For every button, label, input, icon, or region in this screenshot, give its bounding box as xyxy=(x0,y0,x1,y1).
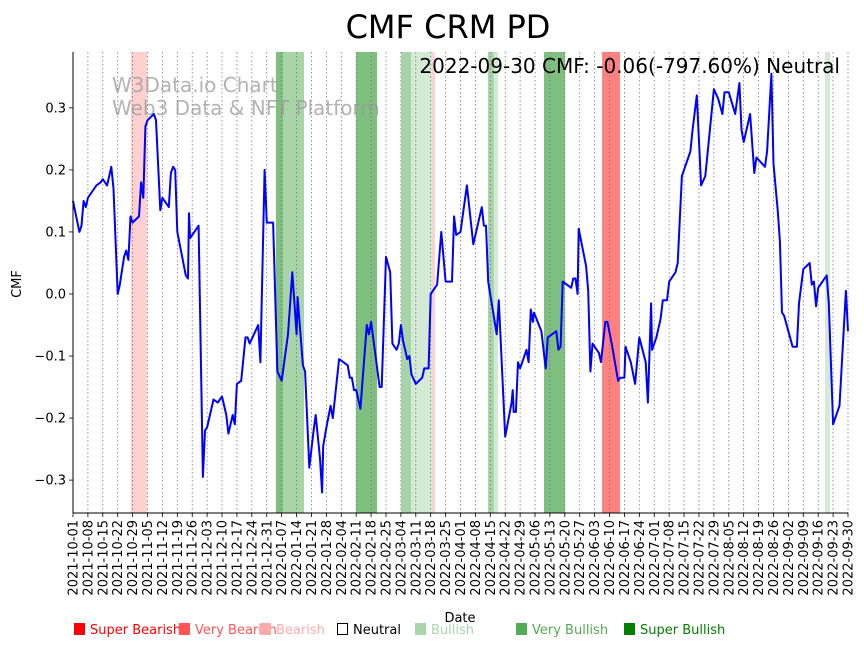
x-tick-label: 2022-09-02 xyxy=(782,520,797,596)
y-tick-label: 0.2 xyxy=(45,163,66,178)
y-tick-label: −0.2 xyxy=(34,412,66,427)
annotation-text: 2022-09-30 CMF: -0.06(-797.60%) Neutral xyxy=(419,54,840,78)
x-tick-label: 2022-08-26 xyxy=(767,520,782,596)
x-tick-label: 2022-04-01 xyxy=(454,520,469,596)
y-tick-label: 0.1 xyxy=(45,225,66,240)
x-tick-label: 2021-12-10 xyxy=(216,520,231,596)
x-tick-label: 2021-10-29 xyxy=(126,520,141,596)
legend-label: Very Bearish xyxy=(195,623,277,638)
x-tick-label: 2022-09-09 xyxy=(797,520,812,596)
signal-band xyxy=(431,52,435,513)
legend-marker xyxy=(624,623,635,635)
x-tick-label: 2022-06-03 xyxy=(588,520,603,596)
x-tick-label: 2022-02-18 xyxy=(365,520,380,596)
x-tick-label: 2022-09-30 xyxy=(842,520,857,596)
x-tick-label: 2022-03-25 xyxy=(439,520,454,596)
x-tick-label: 2022-09-16 xyxy=(812,520,827,596)
x-axis-ticks: 2021-10-01 2021-10-08 2021-10-15 2021-10-22… xyxy=(67,513,857,596)
legend-marker xyxy=(516,623,527,635)
x-tick-label: 2021-11-12 xyxy=(156,520,171,596)
x-tick-label: 2021-12-03 xyxy=(201,520,216,596)
x-tick-label: 2022-04-22 xyxy=(499,520,514,596)
y-axis-label: CMF xyxy=(10,270,25,298)
signal-bands xyxy=(130,52,831,513)
signal-band xyxy=(355,52,378,513)
legend-label: Bearish xyxy=(276,623,325,638)
x-tick-label: 2022-05-27 xyxy=(573,520,588,596)
legend-label: Bullish xyxy=(431,623,474,638)
x-tick-label: 2022-01-14 xyxy=(290,520,305,596)
legend-marker xyxy=(260,623,271,635)
x-tick-label: 2022-03-18 xyxy=(424,520,439,596)
x-tick-label: 2022-07-01 xyxy=(648,520,663,596)
x-tick-label: 2022-05-20 xyxy=(558,520,573,596)
x-tick-label: 2022-03-11 xyxy=(409,520,424,596)
x-tick-label: 2022-02-11 xyxy=(350,520,365,596)
legend-label: Super Bearish xyxy=(90,623,181,638)
x-tick-label: 2021-10-01 xyxy=(67,520,82,596)
y-axis-ticks: −0.3 −0.2 −0.1 0.0 0.1 0.2 0.3 xyxy=(34,101,73,489)
x-tick-label: 2022-08-05 xyxy=(722,520,737,596)
x-tick-label: 2022-09-23 xyxy=(827,520,842,596)
legend-marker xyxy=(179,623,190,635)
x-tick-label: 2022-07-29 xyxy=(707,520,722,596)
signal-band xyxy=(602,52,620,513)
legend-marker xyxy=(415,623,426,635)
x-tick-label: 2022-05-13 xyxy=(543,520,558,596)
x-tick-label: 2022-06-10 xyxy=(603,520,618,596)
x-tick-label: 2022-02-04 xyxy=(335,520,350,596)
x-tick-label: 2022-04-29 xyxy=(514,520,529,596)
x-axis-label: Date xyxy=(444,611,475,626)
legend-label: Very Bullish xyxy=(532,623,608,638)
x-tick-label: 2022-07-15 xyxy=(678,520,693,596)
legend-label: Super Bullish xyxy=(640,623,725,638)
x-tick-label: 2022-02-25 xyxy=(379,520,394,596)
signal-band xyxy=(130,52,148,513)
y-tick-label: −0.1 xyxy=(34,350,66,365)
watermark-line-1: W3Data.io Chart xyxy=(112,73,278,97)
chart-title: CMF CRM PD xyxy=(346,8,551,46)
signal-band xyxy=(411,52,432,513)
x-tick-label: 2022-01-21 xyxy=(305,520,320,596)
x-tick-label: 2021-12-31 xyxy=(260,520,275,596)
x-tick-label: 2021-11-19 xyxy=(171,520,186,596)
x-tick-label: 2021-12-24 xyxy=(245,520,260,596)
x-tick-label: 2022-08-12 xyxy=(737,520,752,596)
x-tick-label: 2022-06-24 xyxy=(633,520,648,596)
cmf-line xyxy=(72,72,849,494)
x-tick-label: 2021-12-17 xyxy=(230,520,245,596)
legend: Super Bearish Very Bearish Bearish Neutral B… xyxy=(74,623,725,638)
y-tick-label: −0.3 xyxy=(34,474,66,489)
y-tick-label: 0.3 xyxy=(45,101,66,116)
legend-marker-neutral xyxy=(337,623,348,635)
x-tick-label: 2021-10-22 xyxy=(111,520,126,596)
x-tick-label: 2021-11-05 xyxy=(141,520,156,596)
watermark-line-2: Web3 Data & NFT Platform xyxy=(112,96,380,120)
vertical-grid xyxy=(72,52,849,513)
x-tick-label: 2022-04-08 xyxy=(469,520,484,596)
x-tick-label: 2022-01-28 xyxy=(320,520,335,596)
signal-band xyxy=(401,52,412,513)
x-tick-label: 2021-11-26 xyxy=(186,520,201,596)
x-tick-label: 2022-04-15 xyxy=(484,520,499,596)
x-tick-label: 2022-06-17 xyxy=(618,520,633,596)
x-tick-label: 2022-08-19 xyxy=(752,520,767,596)
signal-band xyxy=(487,52,494,513)
legend-marker xyxy=(74,623,85,635)
x-tick-label: 2022-03-04 xyxy=(394,520,409,596)
x-tick-label: 2021-10-08 xyxy=(81,520,96,596)
signal-band xyxy=(543,52,566,513)
x-tick-label: 2021-10-15 xyxy=(96,520,111,596)
legend-label: Neutral xyxy=(353,623,401,638)
x-tick-label: 2022-05-06 xyxy=(529,520,544,596)
y-tick-label: 0.0 xyxy=(45,287,66,302)
x-tick-label: 2022-01-07 xyxy=(275,520,290,596)
x-tick-label: 2022-07-08 xyxy=(663,520,678,596)
signal-band xyxy=(493,52,498,513)
signal-band xyxy=(275,52,283,513)
x-tick-label: 2022-07-22 xyxy=(692,520,707,596)
